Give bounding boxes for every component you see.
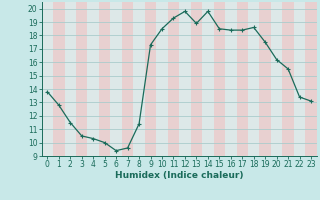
Bar <box>236 2 248 156</box>
Bar <box>294 2 305 156</box>
Bar <box>168 2 179 156</box>
Bar <box>133 2 145 156</box>
Bar <box>214 2 225 156</box>
Bar <box>65 2 76 156</box>
Bar <box>282 2 294 156</box>
Bar <box>271 2 282 156</box>
Bar <box>87 2 99 156</box>
Bar <box>99 2 110 156</box>
Bar <box>145 2 156 156</box>
Bar <box>53 2 65 156</box>
Bar <box>42 2 53 156</box>
Bar <box>260 2 271 156</box>
Bar <box>179 2 191 156</box>
X-axis label: Humidex (Indice chaleur): Humidex (Indice chaleur) <box>115 171 244 180</box>
Bar <box>248 2 260 156</box>
Bar <box>225 2 236 156</box>
Bar <box>76 2 87 156</box>
Bar <box>156 2 168 156</box>
Bar <box>305 2 317 156</box>
Bar <box>191 2 202 156</box>
Bar <box>110 2 122 156</box>
Bar <box>122 2 133 156</box>
Bar <box>202 2 214 156</box>
